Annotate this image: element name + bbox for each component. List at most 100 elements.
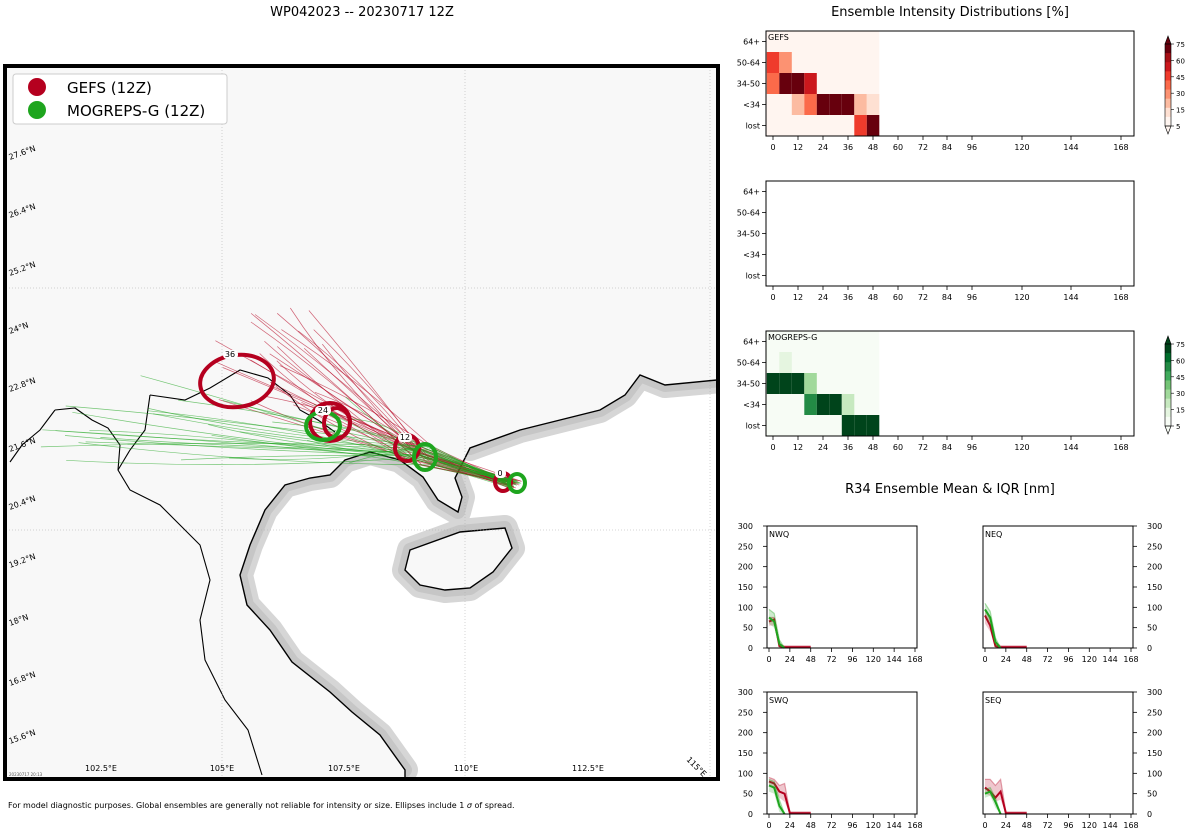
x-tick-label: 48 xyxy=(806,655,816,664)
iqr-band xyxy=(769,777,811,814)
hour-tick-label: 96 xyxy=(967,143,977,152)
hour-tick-label: 0 xyxy=(770,143,775,152)
heatmap-cell xyxy=(854,115,867,136)
y-tick-label: 50 xyxy=(743,624,753,633)
row-label: 34-50 xyxy=(737,380,760,389)
hour-tick-label: 36 xyxy=(843,143,853,152)
ensemble-track xyxy=(66,457,520,485)
ensemble-track xyxy=(89,429,507,484)
r34-panel-label: SWQ xyxy=(769,696,788,705)
hour-tick-label: 168 xyxy=(1113,293,1128,302)
x-tick-label: 96 xyxy=(1063,655,1073,664)
r34-title: R34 Ensemble Mean & IQR [nm] xyxy=(845,482,1055,497)
ensemble-track xyxy=(100,437,508,485)
hour-label-24: 24 xyxy=(318,406,328,415)
colorbar-tick: 75 xyxy=(1176,41,1185,49)
row-label: 34-50 xyxy=(737,80,760,89)
heatmap-cell xyxy=(854,94,867,115)
hour-tick-label: 120 xyxy=(1014,143,1029,152)
heatmap-cell xyxy=(866,415,880,436)
heatmap-cell xyxy=(829,394,842,415)
ensemble-track xyxy=(85,441,517,485)
x-tick-label: 120 xyxy=(1082,821,1097,830)
heatmap-cell xyxy=(791,373,805,394)
hour-label-12: 12 xyxy=(400,433,410,442)
x-tick-label: 24 xyxy=(785,821,795,830)
svg-text:110°E: 110°E xyxy=(454,764,478,773)
heatmap-cell xyxy=(779,73,792,94)
x-tick-label: 24 xyxy=(1001,821,1011,830)
y-tick-label: 50 xyxy=(1147,790,1157,799)
mean-line-gefs xyxy=(768,780,811,815)
y-tick-label: 100 xyxy=(738,769,753,778)
row-label: 50-64 xyxy=(737,359,760,368)
hour-tick-label: 60 xyxy=(893,443,903,452)
colorbar-tick: 60 xyxy=(1176,357,1185,365)
y-tick-label: 0 xyxy=(748,810,753,819)
heatmap-cell xyxy=(854,415,867,436)
mean-line-mogreps-g xyxy=(984,790,1002,815)
legend-mogreps-marker xyxy=(28,101,46,119)
heatmap-cell xyxy=(841,394,855,415)
mogreps-ellipse-0h xyxy=(507,472,527,494)
r34-panel-nwq: NWQ 0 50 100 150 200 250 300 0 24 48 72 96 120 144 168 xyxy=(738,522,923,664)
mogreps-ellipse-12h xyxy=(412,442,438,472)
hour-tick-label: 96 xyxy=(967,293,977,302)
y-tick-label: 150 xyxy=(1147,749,1162,758)
hour-tick-label: 0 xyxy=(770,293,775,302)
r34-panel-label: SEQ xyxy=(985,696,1001,705)
row-label: 50-64 xyxy=(737,209,760,218)
x-tick-label: 0 xyxy=(982,655,987,664)
ensemble-track xyxy=(78,442,509,481)
row-label: <34 xyxy=(743,101,760,110)
heatmap-cell xyxy=(766,73,780,94)
hour-tick-label: 84 xyxy=(942,443,952,452)
colorbar-tick: 30 xyxy=(1176,390,1185,398)
y-tick-label: 50 xyxy=(1147,624,1157,633)
hour-tick-label: 168 xyxy=(1113,143,1128,152)
x-tick-label: 96 xyxy=(847,655,857,664)
x-tick-label: 72 xyxy=(1042,655,1052,664)
x-tick-label: 144 xyxy=(1103,655,1118,664)
ensemble-track xyxy=(314,391,515,488)
colorbar-tick: 45 xyxy=(1176,74,1185,82)
hour-tick-label: 24 xyxy=(818,293,828,302)
intensity-panel-label: GEFS xyxy=(768,33,789,42)
x-tick-label: 168 xyxy=(907,821,922,830)
x-tick-label: 48 xyxy=(1022,655,1032,664)
legend-mogreps-label: MOGREPS-G (12Z) xyxy=(67,102,205,120)
y-tick-label: 0 xyxy=(748,644,753,653)
track-map: 0 12 24 36 27.6°N 26.4°N 25.2°N 24°N 22.… xyxy=(3,64,720,781)
ensemble-track xyxy=(140,375,508,481)
hour-tick-label: 24 xyxy=(818,443,828,452)
y-tick-label: 300 xyxy=(1147,688,1162,697)
colorbar-tick: 5 xyxy=(1176,123,1180,131)
y-tick-label: 150 xyxy=(1147,583,1162,592)
legend-gefs-marker xyxy=(28,78,46,96)
map-legend: GEFS (12Z) MOGREPS-G (12Z) xyxy=(12,73,228,125)
row-label: 34-50 xyxy=(737,230,760,239)
hour-tick-label: 24 xyxy=(818,143,828,152)
hour-tick-label: 12 xyxy=(793,143,803,152)
hour-tick-label: 60 xyxy=(893,293,903,302)
heatmap-cell xyxy=(866,94,880,115)
heatmap-cell xyxy=(804,94,817,115)
x-tick-label: 120 xyxy=(866,655,881,664)
legend-gefs-label: GEFS (12Z) xyxy=(67,79,152,97)
x-tick-label: 96 xyxy=(847,821,857,830)
heatmap-cell xyxy=(804,373,817,394)
row-label: <34 xyxy=(743,251,760,260)
footer-note: For model diagnostic purposes. Global en… xyxy=(8,801,515,810)
heatmap-cell xyxy=(779,352,792,373)
y-tick-label: 200 xyxy=(1147,729,1162,738)
intensity-panel-1: 64+ 50-64 34-50 <34 lost 0 12 24 36 48 60 72 84 96 120… xyxy=(737,180,1135,302)
x-tick-label: 144 xyxy=(1103,821,1118,830)
ensemble-track xyxy=(293,404,509,486)
hour-tick-label: 144 xyxy=(1063,143,1078,152)
hour-tick-label: 84 xyxy=(942,143,952,152)
iqr-band xyxy=(985,779,1027,814)
y-tick-label: 250 xyxy=(1147,708,1162,717)
x-tick-label: 144 xyxy=(887,655,902,664)
y-tick-label: 0 xyxy=(1147,810,1152,819)
y-tick-label: 200 xyxy=(738,729,753,738)
